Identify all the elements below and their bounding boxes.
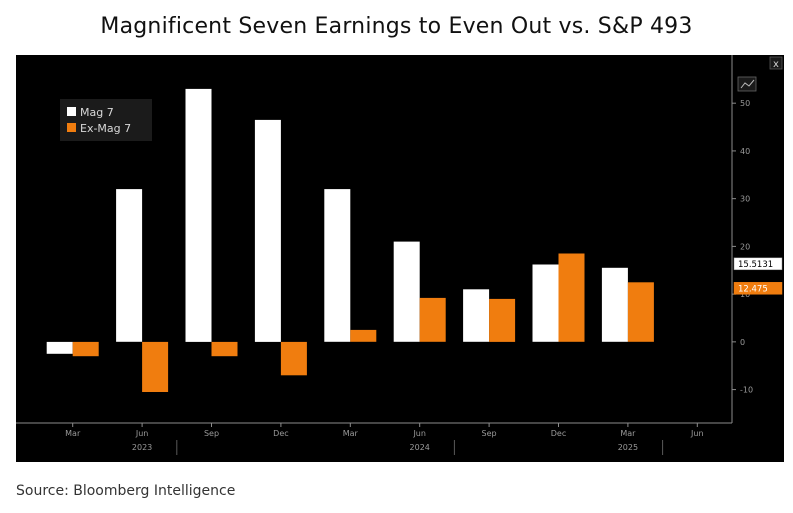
legend-label: Ex-Mag 7 [80, 122, 131, 135]
x-tick-label: Mar [343, 429, 359, 438]
x-tick-label: Sep [204, 429, 219, 438]
close-icon: x [773, 59, 779, 70]
y-tick-label: 50 [740, 99, 750, 108]
bar-exmag7-1 [142, 341, 169, 392]
bar-exmag7-0 [72, 341, 99, 357]
last-value-box [733, 282, 783, 295]
bar-exmag7-7 [558, 253, 585, 342]
last-value-label: 12.475 [738, 284, 768, 294]
close-button[interactable]: x [769, 56, 783, 70]
bar-mag7-2 [185, 88, 212, 342]
y-tick-label: 30 [740, 195, 750, 204]
y-tick-label: 0 [740, 338, 745, 347]
x-tick-label: Jun [412, 429, 426, 438]
bar-mag7-8 [601, 267, 628, 342]
year-label: 2025 [618, 443, 638, 452]
bars-layer [46, 88, 654, 392]
chart-panel: -10 0 10 20 30 40 50 Mar Jun Sep Dec Mar Jun Sep Dec Ma… [16, 55, 784, 462]
x-tick-label: Jun [690, 429, 704, 438]
legend-label: Mag 7 [80, 106, 114, 119]
chart-options-button[interactable] [737, 76, 757, 92]
legend-swatch [67, 107, 76, 116]
y-tick-label: 20 [740, 242, 750, 251]
bar-exmag7-8 [627, 282, 654, 342]
legend: Mag 7 Ex-Mag 7 [60, 99, 152, 141]
x-tick-label: Mar [65, 429, 81, 438]
source-note: Source: Bloomberg Intelligence [16, 483, 236, 499]
y-tick-label: 10 [740, 290, 750, 299]
chart-title: Magnificent Seven Earnings to Even Out v… [100, 14, 693, 39]
bar-exmag7-5 [419, 297, 446, 342]
chart-controls: x [737, 56, 783, 92]
y-tick-label: 40 [740, 147, 750, 156]
bar-mag7-6 [463, 289, 490, 342]
x-tick-label: Jun [135, 429, 149, 438]
y-tick-label: -10 [740, 386, 753, 395]
bar-mag7-5 [393, 241, 420, 342]
chart-options-icon [740, 79, 755, 89]
bar-exmag7-4 [350, 329, 377, 342]
bar-mag7-3 [254, 119, 281, 342]
x-tick-label: Dec [273, 429, 288, 438]
year-label: 2024 [410, 443, 430, 452]
last-value-label: 15.5131 [738, 260, 773, 270]
last-value-box [733, 257, 783, 271]
bar-exmag7-6 [489, 298, 516, 342]
year-label: 2023 [132, 443, 152, 452]
x-tick-label: Sep [482, 429, 497, 438]
bar-exmag7-3 [280, 341, 307, 376]
bar-mag7-4 [324, 189, 351, 342]
axes-layer: -10 0 10 20 30 40 50 Mar Jun Sep Dec Mar Jun Sep Dec Ma… [16, 55, 783, 455]
bar-mag7-0 [46, 341, 73, 354]
bar-exmag7-2 [211, 341, 238, 357]
x-tick-label: Dec [551, 429, 566, 438]
x-tick-label: Mar [620, 429, 636, 438]
bar-chart: -10 0 10 20 30 40 50 Mar Jun Sep Dec Mar Jun Sep Dec Ma… [16, 55, 783, 455]
legend-swatch [67, 123, 76, 132]
bar-mag7-7 [532, 264, 559, 342]
legend-box [60, 99, 152, 141]
bar-mag7-1 [116, 189, 143, 342]
